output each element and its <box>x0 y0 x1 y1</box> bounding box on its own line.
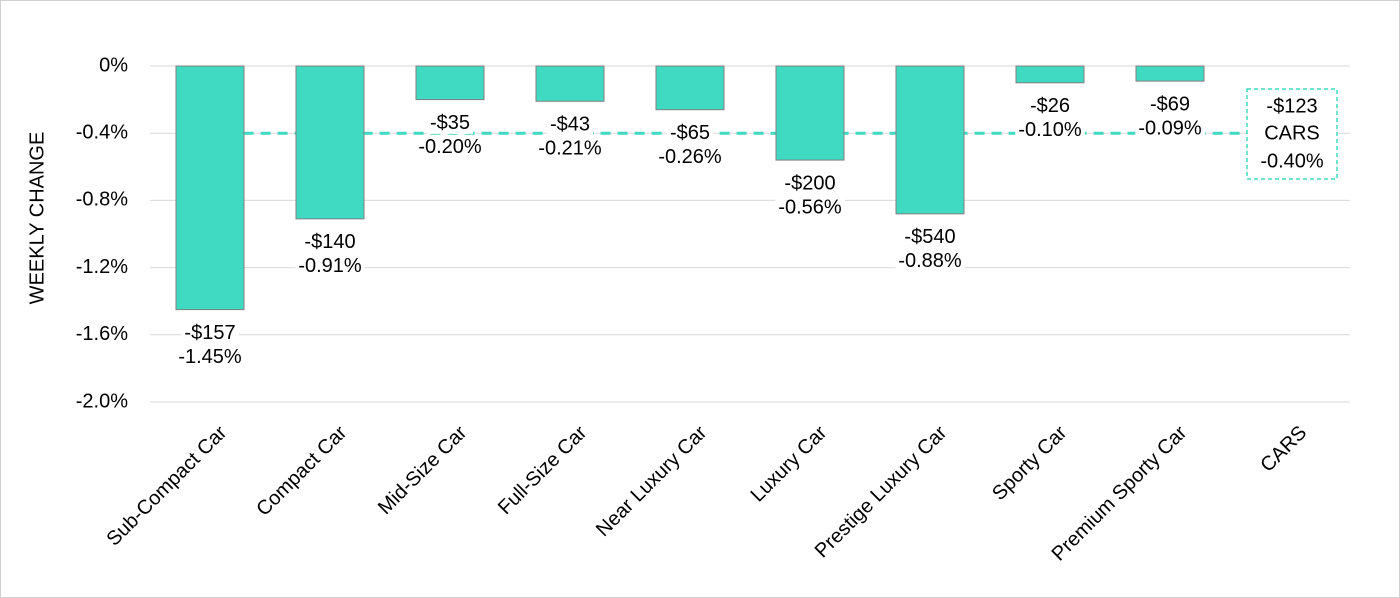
data-label: -0.91% <box>298 255 362 277</box>
bar <box>1135 65 1205 82</box>
data-label: -0.88% <box>898 250 962 272</box>
bar <box>535 65 605 102</box>
dollar-label: -$140 <box>304 231 355 253</box>
data-label: -0.10% <box>1018 119 1082 141</box>
data-label: -0.56% <box>778 196 842 218</box>
dollar-label: -$200 <box>784 172 835 194</box>
dollar-label-bg <box>1026 95 1074 118</box>
bar <box>415 65 485 101</box>
dollar-label-bg <box>901 226 959 249</box>
bar <box>655 65 725 111</box>
y-tick-label: -1.6% <box>76 323 128 345</box>
dollar-label-bg <box>781 172 839 195</box>
y-tick-label: -0.8% <box>76 189 128 211</box>
y-axis-title: WEEKLY CHANGE <box>26 132 48 305</box>
reference-value-label: -0.40% <box>1260 150 1324 172</box>
data-label: -1.45% <box>178 346 242 368</box>
dollar-label-bg <box>301 231 359 254</box>
dollar-label-bg <box>426 111 474 134</box>
data-label-bg <box>655 145 725 168</box>
y-tick-label: 0% <box>99 54 128 76</box>
dollar-label: -$65 <box>670 122 710 144</box>
dollar-label: -$26 <box>1030 95 1070 117</box>
data-label-bg <box>415 135 485 158</box>
data-label: -0.20% <box>418 136 482 158</box>
data-label: -0.21% <box>538 138 602 160</box>
data-label-bg <box>895 250 965 273</box>
bar <box>175 65 245 311</box>
dollar-label: -$35 <box>430 112 470 134</box>
data-label-bg <box>535 137 605 160</box>
y-tick-label: -0.4% <box>76 121 128 143</box>
bar <box>295 65 365 220</box>
bar <box>1015 65 1085 84</box>
data-label-bg <box>175 345 245 368</box>
bar <box>895 65 965 215</box>
dollar-label: -$157 <box>184 322 235 344</box>
reference-name: CARS <box>1264 122 1320 144</box>
y-tick-label: -1.2% <box>76 256 128 278</box>
data-label: -0.26% <box>658 146 722 168</box>
dollar-label-bg <box>546 113 594 136</box>
data-label: -0.09% <box>1138 117 1202 139</box>
data-label-bg <box>1015 119 1085 142</box>
data-label-bg <box>295 255 365 278</box>
dollar-label: -$69 <box>1150 93 1190 115</box>
reference-box <box>1246 88 1338 180</box>
data-label-bg <box>1135 117 1205 140</box>
data-label-bg <box>775 196 845 219</box>
dollar-label-bg <box>181 321 239 344</box>
reference-dollar-label: -$123 <box>1266 95 1317 117</box>
dollar-label-bg <box>666 121 714 144</box>
y-tick-label: -2.0% <box>76 390 128 412</box>
dollar-label-bg <box>1146 93 1194 116</box>
dollar-label: -$540 <box>904 226 955 248</box>
bar <box>775 65 845 161</box>
dollar-label: -$43 <box>550 114 590 136</box>
